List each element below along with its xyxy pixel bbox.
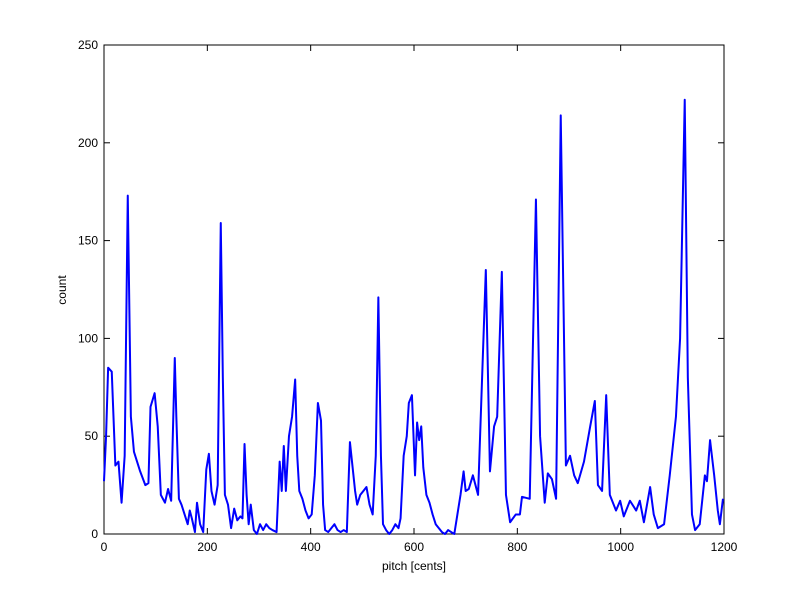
y-tick-label: 150: [78, 234, 98, 248]
x-tick-label: 1200: [711, 540, 738, 554]
x-tick-label: 600: [404, 540, 424, 554]
y-tick-label: 200: [78, 136, 98, 150]
y-tick-label: 0: [91, 527, 98, 541]
x-tick-label: 400: [301, 540, 321, 554]
x-tick-label: 800: [507, 540, 527, 554]
y-tick-label: 100: [78, 331, 98, 345]
data-line: [103, 98, 724, 535]
x-tick-label: 200: [197, 540, 217, 554]
y-tick-label: 250: [78, 38, 98, 52]
y-axis-label: count: [55, 275, 69, 305]
y-tick-label: 50: [85, 429, 99, 443]
x-axis-label: pitch [cents]: [382, 559, 446, 573]
x-tick-label: 1000: [607, 540, 634, 554]
x-tick-label: 0: [101, 540, 108, 554]
